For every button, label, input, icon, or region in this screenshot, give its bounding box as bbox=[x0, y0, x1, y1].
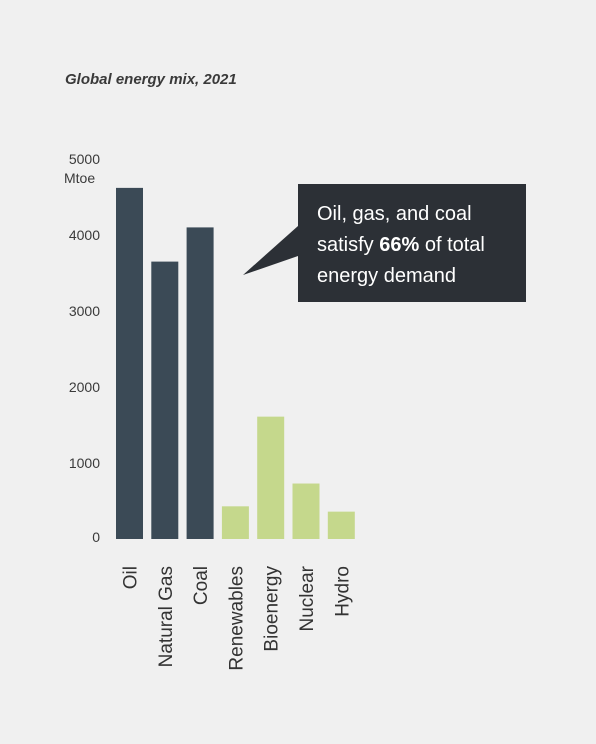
x-tick-label: Renewables bbox=[226, 566, 247, 671]
annotation-line-2: satisfy 66% of total bbox=[317, 230, 526, 261]
annotation-line-3: energy demand bbox=[317, 265, 456, 287]
y-tick-label: 5000 bbox=[69, 151, 100, 167]
bars bbox=[116, 187, 355, 539]
x-tick-label: Coal bbox=[191, 566, 212, 605]
bar-nuclear bbox=[292, 483, 320, 539]
y-axis-unit: Mtoe bbox=[64, 170, 95, 186]
annotation-highlight: 66% bbox=[379, 234, 420, 256]
x-axis: Oil Natural Gas Coal Renewables Bioenergy Nuc… bbox=[121, 565, 354, 670]
y-tick-label: 0 bbox=[92, 529, 100, 545]
x-tick-label: Oil bbox=[121, 566, 142, 589]
y-tick-label: 3000 bbox=[69, 303, 100, 319]
y-axis: 0 1000 2000 3000 4000 5000 Mtoe bbox=[64, 151, 100, 545]
annotation-line-2-start: satisfy bbox=[317, 234, 380, 256]
annotation-callout: Oil, gas, and coal satisfy 66% of total … bbox=[298, 184, 526, 302]
annotation-line-2-end: of total bbox=[419, 234, 485, 256]
x-tick-label: Nuclear bbox=[297, 565, 318, 631]
y-tick-label: 1000 bbox=[69, 455, 100, 471]
x-tick-label: Natural Gas bbox=[156, 566, 177, 667]
y-tick-label: 4000 bbox=[69, 227, 100, 243]
bar-coal bbox=[186, 227, 214, 539]
bar-bioenergy bbox=[257, 416, 285, 539]
y-tick-label: 2000 bbox=[69, 379, 100, 395]
bar-renewables bbox=[221, 506, 249, 539]
bar-natural-gas bbox=[151, 261, 179, 539]
bar-oil bbox=[116, 187, 143, 539]
bar-hydro bbox=[327, 511, 355, 539]
annotation-line-1: Oil, gas, and coal bbox=[317, 203, 472, 225]
chart-title: Global energy mix, 2021 bbox=[65, 71, 237, 88]
x-tick-label: Hydro bbox=[332, 566, 353, 617]
x-tick-label: Bioenergy bbox=[262, 566, 283, 652]
